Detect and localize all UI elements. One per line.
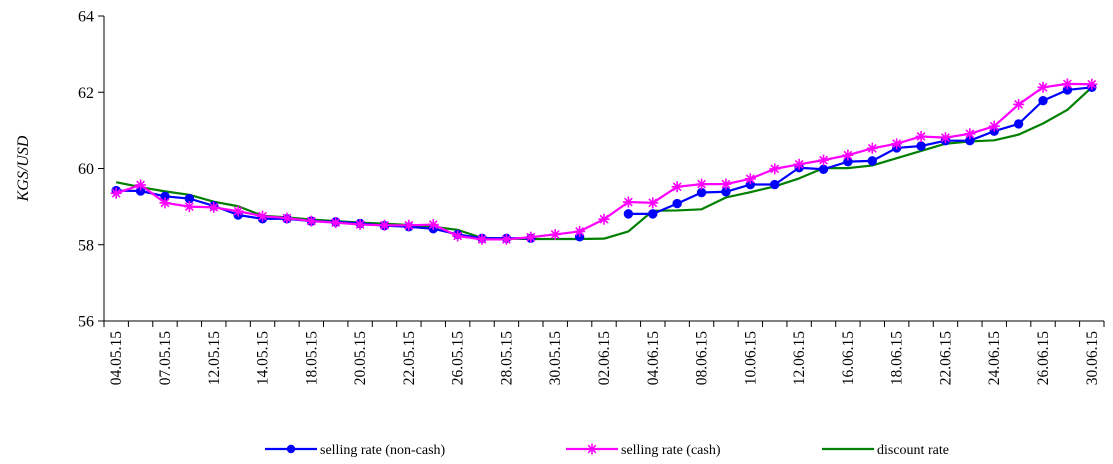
x-tick-label: 08.06.15 <box>694 331 711 386</box>
data-point <box>476 233 488 245</box>
data-point <box>988 120 1000 132</box>
data-point <box>1013 119 1024 129</box>
data-point <box>744 173 756 185</box>
data-point <box>647 197 659 209</box>
x-tick-label: 14.05.15 <box>255 331 272 386</box>
data-point <box>549 228 561 240</box>
data-point <box>818 164 829 174</box>
x-tick-label: 24.06.15 <box>986 331 1003 386</box>
data-point <box>842 149 854 161</box>
x-tick-label: 28.05.15 <box>498 331 515 386</box>
data-point <box>598 213 610 225</box>
legend-marker <box>586 443 598 455</box>
x-tick-label: 18.06.15 <box>889 331 906 386</box>
data-point <box>525 231 537 243</box>
data-point <box>770 179 780 190</box>
data-point <box>769 163 781 175</box>
legend-item-1: selling rate (cash) <box>566 443 721 458</box>
y-axis-title: KGS/USD <box>15 135 32 202</box>
series-1 <box>110 78 1098 245</box>
data-point <box>574 225 586 237</box>
x-tick-label: 02.06.15 <box>596 331 613 386</box>
x-tick-label: 12.05.15 <box>206 331 223 386</box>
data-point <box>964 128 976 140</box>
data-point <box>891 138 903 150</box>
data-point <box>672 198 682 209</box>
data-point <box>622 196 634 208</box>
data-point <box>818 154 830 166</box>
data-point <box>232 205 244 217</box>
x-tick-label: 20.05.15 <box>352 331 369 386</box>
legend-label: discount rate <box>877 443 949 458</box>
x-tick-label: 16.06.15 <box>840 331 857 386</box>
x-tick-label: 04.06.15 <box>645 331 662 386</box>
y-tick-label: 62 <box>78 85 94 102</box>
x-tick-label: 26.05.15 <box>450 331 467 386</box>
y-tick-label: 58 <box>78 237 94 254</box>
data-point <box>793 158 805 170</box>
legend-item-2: discount rate <box>822 443 949 458</box>
data-point <box>915 130 927 142</box>
data-point <box>257 210 269 222</box>
data-point <box>305 215 317 227</box>
x-tick-label: 30.06.15 <box>1084 331 1101 386</box>
data-point <box>378 219 390 231</box>
data-point <box>330 217 342 229</box>
data-point <box>403 219 415 231</box>
data-point <box>1061 78 1073 90</box>
data-point <box>623 209 634 219</box>
data-point <box>1086 78 1098 90</box>
y-tick-label: 64 <box>78 9 94 26</box>
data-point <box>1013 98 1025 110</box>
data-point <box>354 219 366 231</box>
data-point <box>500 233 512 245</box>
x-tick-label: 22.05.15 <box>401 331 418 386</box>
x-tick-label: 30.05.15 <box>547 331 564 386</box>
data-point <box>671 181 683 193</box>
data-point <box>159 197 171 209</box>
x-tick-label: 26.06.15 <box>1035 331 1052 386</box>
y-tick-label: 56 <box>78 314 94 331</box>
data-point <box>110 187 122 199</box>
x-tick-label: 12.06.15 <box>791 331 808 386</box>
data-point <box>720 178 732 190</box>
legend: selling rate (non-cash) selling rate (cas… <box>265 443 949 458</box>
axes: 56 58 60 62 64 KGS/USD 04.05.15 07.05.15 12.05.1… <box>15 9 1105 386</box>
x-tick-label: 10.06.15 <box>742 331 759 386</box>
data-point <box>452 230 464 242</box>
x-tick-label: 18.05.15 <box>303 331 320 386</box>
data-point <box>866 142 878 154</box>
data-point <box>939 132 951 144</box>
x-tick-label: 07.05.15 <box>157 331 174 386</box>
data-point <box>867 156 877 166</box>
legend-label: selling rate (non-cash) <box>320 443 446 458</box>
legend-marker <box>286 444 296 454</box>
legend-item-0: selling rate (non-cash) <box>265 443 446 458</box>
series-line <box>116 189 531 240</box>
x-tick-label: 04.05.15 <box>108 331 125 386</box>
x-tick-label: 22.06.15 <box>937 331 954 386</box>
data-point <box>183 201 195 213</box>
data-point <box>427 219 439 231</box>
data-point <box>648 209 658 219</box>
data-point <box>1037 81 1049 93</box>
series-layer <box>110 78 1098 245</box>
data-point <box>135 179 147 191</box>
legend-label: selling rate (cash) <box>621 443 721 458</box>
data-point <box>281 212 293 224</box>
data-point <box>1038 95 1048 106</box>
y-tick-label: 60 <box>78 161 94 178</box>
data-point <box>916 141 926 151</box>
data-point <box>696 178 708 190</box>
data-point <box>208 201 220 213</box>
